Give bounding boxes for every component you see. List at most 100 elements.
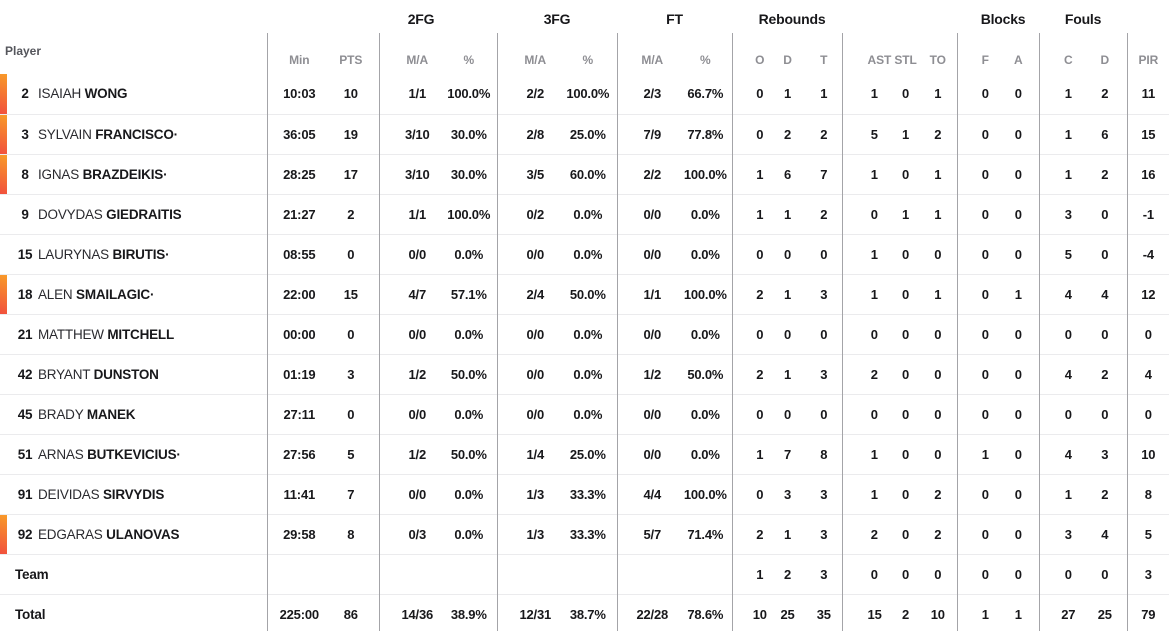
cell-ft_pct: 0.0%	[690, 326, 720, 342]
cell-ft_ma: 0/0	[616, 434, 680, 474]
cell-blk_f: 0	[956, 354, 999, 394]
cell-ast: 1	[841, 274, 882, 314]
cell-to: 2	[934, 486, 942, 502]
cell-fg2_pct: 50.0%	[450, 446, 487, 462]
cell-reb_d: 6	[784, 166, 792, 182]
cell-ft_ma: 1/1	[616, 274, 680, 314]
cell-blk_f: 0	[956, 154, 999, 194]
cell-foul_d: 0	[1101, 406, 1109, 422]
cell-reb_d: 1	[784, 526, 792, 542]
starter-mark: ·	[176, 446, 181, 462]
cell-fg3_ma: 0/0	[496, 354, 560, 394]
cell-fg3_ma: 0/0	[496, 394, 560, 434]
cell-foul_d: 0	[1101, 326, 1109, 342]
cell-pir: 12	[1126, 274, 1169, 314]
col-header-ft-pct: %	[699, 53, 711, 67]
cell-reb_o: 0	[731, 394, 770, 434]
cell-foul_c: 4	[1038, 274, 1084, 314]
cell-fg2_ma: 3/10	[378, 154, 441, 194]
cell-blk_a: 0	[1014, 566, 1022, 582]
cell-stl: 1	[902, 206, 910, 222]
cell-to: 0	[934, 446, 942, 462]
cell-ft_pct: 50.0%	[687, 366, 724, 382]
cell-blk_f: 0	[956, 234, 999, 274]
cell-pir: -4	[1126, 234, 1169, 274]
cell-foul_d: 2	[1101, 86, 1109, 102]
cell-foul_d: 25	[1097, 606, 1112, 622]
cell-to: 2	[934, 126, 942, 142]
cell-reb_o: 0	[731, 314, 770, 354]
player-first-name: LAURYNAS	[38, 246, 113, 262]
cell-stl: 2	[902, 606, 910, 622]
cell-pir: 0	[1126, 394, 1169, 434]
cell-pir: 15	[1126, 114, 1169, 154]
cell-fg2_ma: 0/0	[378, 314, 441, 354]
player-cell: 91 DEIVIDAS SIRVYDIS	[0, 474, 267, 514]
cell-to: 0	[934, 326, 942, 342]
cell-ft_pct: 78.6%	[687, 606, 724, 622]
cell-ast: 0	[841, 394, 882, 434]
cell-fg2_pct: 0.0%	[454, 486, 484, 502]
cell-reb_t: 0	[820, 326, 828, 342]
jersey-number: 2	[21, 86, 29, 102]
cell-foul_c: 1	[1038, 114, 1084, 154]
cell-foul_d: 4	[1101, 286, 1109, 302]
cell-ft_pct: 0.0%	[690, 206, 720, 222]
cell-fg3_ma: 0/0	[496, 314, 560, 354]
cell-to: 0	[934, 566, 942, 582]
cell-fg2_pct: 0.0%	[454, 526, 484, 542]
cell-pts: 3	[347, 366, 355, 382]
cell-fg2_pct: 38.9%	[450, 606, 487, 622]
player-last-name: DUNSTON	[93, 366, 159, 382]
cell-ast: 2	[841, 354, 882, 394]
cell-fg2_ma: 0/3	[378, 514, 441, 554]
cell-fg2_pct: 100.0%	[447, 86, 491, 102]
cell-ast: 1	[841, 234, 882, 274]
cell-blk_f: 0	[956, 194, 999, 234]
cell-blk_a: 0	[1014, 246, 1022, 262]
cell-reb_t: 3	[820, 566, 828, 582]
cell-ft_pct: 0.0%	[690, 406, 720, 422]
cell-pir: -1	[1126, 194, 1169, 234]
cell-reb_d: 0	[784, 326, 792, 342]
player-row: 91 DEIVIDAS SIRVYDIS 11:41 7 0/0 0.0% 1/3 33.3%…	[0, 474, 1169, 514]
player-row: 8 IGNAS BRAZDEIKIS· 28:25 17 3/10 30.0% 3/5 60.…	[0, 154, 1169, 194]
jersey-number: 51	[17, 446, 33, 462]
cell-blk_a: 0	[1014, 166, 1022, 182]
player-row: 21 MATTHEW MITCHELL 00:00 0 0/0 0.0% 0/0 0.0% 0/…	[0, 314, 1169, 354]
cell-stl: 0	[902, 566, 910, 582]
cell-fg2_ma: 1/2	[378, 434, 441, 474]
cell-min: 29:58	[266, 514, 323, 554]
cell-fg2_ma: 3/10	[378, 114, 441, 154]
cell-min: 27:56	[266, 434, 323, 474]
player-row: 45 BRADY MANEK 27:11 0 0/0 0.0% 0/0 0.0% 0/0 0.0%…	[0, 394, 1169, 434]
cell-blk_a: 0	[1014, 86, 1022, 102]
cell-ast: 0	[841, 554, 882, 594]
cell-pts: 10	[343, 86, 358, 102]
cell-ft_ma: 5/7	[616, 514, 680, 554]
cell-ft_pct: 100.0%	[683, 286, 727, 302]
cell-reb_d: 2	[784, 566, 792, 582]
cell-foul_c: 1	[1038, 74, 1084, 114]
cell-reb_o: 0	[731, 234, 770, 274]
cell-reb_o: 2	[731, 354, 770, 394]
col-header-foul-d: D	[1100, 53, 1110, 67]
player-first-name: ARNAS	[38, 446, 88, 462]
player-first-name: SYLVAIN	[38, 126, 96, 142]
cell-pts: 8	[347, 526, 355, 542]
cell-reb_o: 2	[731, 274, 770, 314]
cell-to: 0	[934, 246, 942, 262]
col-header-block-f: F	[956, 33, 999, 74]
column-header-row: Min PTS M/A % M/A % M/A % O D T AST STL …	[0, 33, 1169, 74]
total-row: Total 225:00 86 14/36 38.9% 12/31 38.7% 22/28 78…	[0, 594, 1169, 631]
cell-foul_d: 2	[1101, 166, 1109, 182]
cell-fg3_pct: 50.0%	[569, 286, 606, 302]
cell-fg3_pct: 33.3%	[569, 486, 606, 502]
cell-reb_t: 3	[820, 286, 828, 302]
cell-ft_ma: 22/28	[616, 594, 680, 631]
cell-reb_t: 2	[820, 126, 828, 142]
cell-pts: 19	[343, 126, 358, 142]
cell-reb_d: 2	[784, 126, 792, 142]
cell-pir: 5	[1126, 514, 1169, 554]
